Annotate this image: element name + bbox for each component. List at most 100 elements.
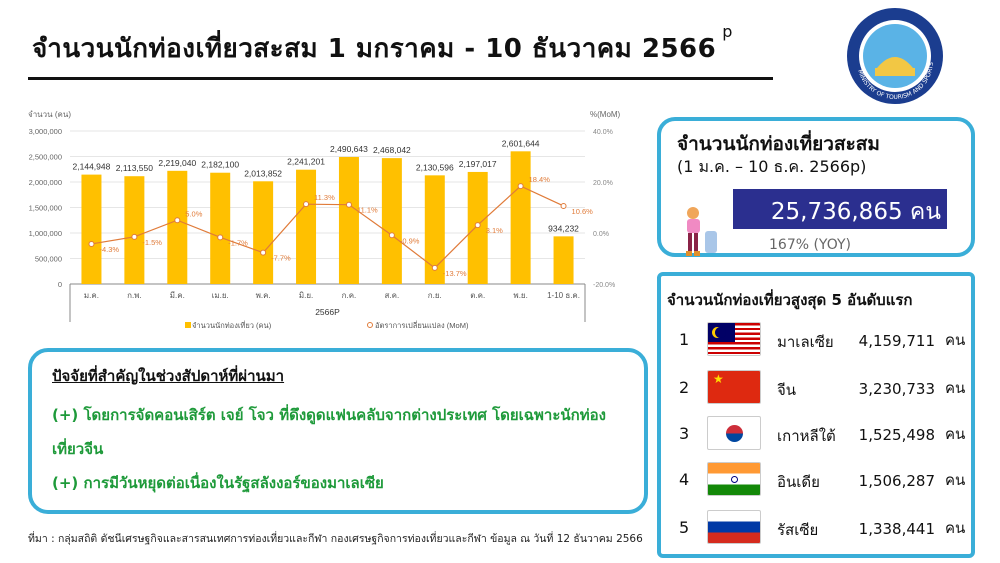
- rank: 2: [679, 378, 690, 397]
- bar: [253, 181, 274, 284]
- factors-panel: ปัจจัยที่สำคัญในช่วงสัปดาห์ที่ผ่านมา (+)…: [28, 348, 648, 514]
- y-tick-label: 0: [58, 280, 62, 289]
- title-underline: [28, 77, 773, 80]
- mom-label: 11.3%: [314, 193, 335, 202]
- unit: คน: [945, 379, 966, 397]
- bar: [296, 169, 317, 284]
- x-tick-label: ก.ค.: [342, 291, 357, 300]
- x-tick-label: ก.พ.: [127, 291, 142, 300]
- mom-point: [217, 234, 224, 241]
- mom-point: [388, 232, 395, 239]
- bar: [338, 156, 359, 284]
- mom-point: [88, 240, 95, 247]
- unit: คน: [945, 425, 966, 443]
- country-value: 1,525,498: [858, 426, 935, 444]
- bar-value-label: 2,013,852: [244, 168, 282, 178]
- x-tick-label: ต.ค.: [470, 291, 485, 300]
- china-flag-icon: ★: [707, 370, 761, 404]
- bar: [510, 151, 531, 284]
- y-tick-label: 500,000: [35, 255, 62, 264]
- cumulative-panel: จำนวนนักท่องเที่ยวสะสม (1 ม.ค. – 10 ธ.ค.…: [657, 117, 975, 257]
- country-value: 1,338,441: [858, 520, 935, 538]
- mom-point: [474, 222, 481, 229]
- bar-value-label: 2,219,040: [158, 158, 196, 168]
- bar-value-label: 2,490,643: [330, 144, 368, 154]
- country-name: มาเลเซีย: [777, 333, 834, 351]
- title-superscript: p: [722, 22, 733, 42]
- bar: [553, 236, 574, 284]
- tourist-chart: 0 500,000 1,000,000 1,500,000 2,000,000 2,500…: [28, 110, 621, 330]
- country-name: รัสเซีย: [777, 521, 819, 539]
- bar-value-label: 2,113,550: [116, 163, 153, 173]
- x-tick-label: ส.ค.: [385, 291, 400, 300]
- bar: [381, 158, 402, 284]
- country-value: 1,506,287: [858, 472, 935, 490]
- country-row: 3 เกาหลีใต้ 1,525,498 คน: [661, 416, 971, 456]
- bar: [424, 175, 445, 284]
- bar-value-label: 2,241,201: [287, 157, 325, 167]
- rank: 5: [679, 518, 690, 537]
- mom-line: [91, 185, 564, 269]
- country-value: 4,159,711: [858, 332, 935, 350]
- title-text: จำนวนนักท่องเที่ยวสะสม 1 มกราคม - 10 ธัน…: [32, 34, 717, 64]
- y2-tick-label: 0.0%: [593, 231, 609, 238]
- mom-point: [345, 201, 352, 208]
- mom-point: [174, 217, 181, 224]
- mom-label: 11.1%: [357, 206, 378, 215]
- unit: คน: [945, 519, 966, 537]
- cumulative-title: จำนวนนักท่องเที่ยวสะสม: [677, 133, 880, 155]
- mom-point: [517, 183, 524, 190]
- mom-label: -1.5%: [142, 238, 162, 247]
- unit: คน: [945, 471, 966, 489]
- page-title: จำนวนนักท่องเที่ยวสะสม 1 มกราคม - 10 ธัน…: [32, 22, 733, 69]
- country-name: จีน: [777, 381, 797, 399]
- legend-line-swatch: [367, 322, 373, 328]
- x-tick-label: เม.ย.: [212, 291, 229, 300]
- y-tick-label: 1,000,000: [29, 229, 62, 238]
- mom-label: -7.7%: [271, 254, 291, 263]
- cumulative-total: 25,736,865 คน: [733, 189, 947, 229]
- bar-value-label: 2,130,596: [416, 162, 454, 172]
- country-row: 2 ★ จีน 3,230,733 คน: [661, 370, 971, 410]
- bar-value-label: 934,232: [548, 223, 579, 233]
- cumulative-period: (1 ม.ค. – 10 ธ.ค. 2566p): [677, 157, 867, 176]
- bar-value-label: 2,468,042: [373, 145, 411, 155]
- country-row: 5 รัสเซีย 1,338,441 คน: [661, 510, 971, 550]
- mom-point: [560, 202, 567, 209]
- y2-tick-label: 20.0%: [593, 180, 613, 187]
- mom-label: 3.1%: [486, 226, 503, 235]
- x-tick-label: มิ.ย.: [299, 291, 313, 300]
- x-tick-label: ม.ค.: [84, 291, 99, 300]
- yoy-growth: 167% (YOY): [769, 237, 851, 253]
- y2-tick-label: -20.0%: [593, 282, 615, 289]
- country-row: 1 มาเลเซีย 4,159,711 คน: [661, 322, 971, 362]
- bar: [167, 170, 188, 284]
- bar-value-label: 2,182,100: [201, 160, 239, 170]
- source-note: ที่มา : กลุ่มสถิติ ดัชนีเศรษฐกิจและสารสน…: [28, 533, 643, 545]
- bar: [81, 174, 102, 284]
- legend-line-label: อัตราการเปลี่ยนแปลง (MoM): [375, 320, 469, 330]
- mom-label: -4.3%: [99, 245, 119, 254]
- mom-point: [303, 201, 310, 208]
- y-tick-label: 1,500,000: [29, 204, 62, 213]
- mom-label: 18.4%: [529, 175, 551, 184]
- mom-label: -1.7%: [228, 238, 248, 247]
- country-name: อินเดีย: [777, 473, 820, 491]
- top5-heading: จำนวนนักท่องเที่ยวสูงสุด 5 อันดับแรก: [667, 291, 913, 309]
- y-axis-label: จำนวน (คน): [28, 110, 71, 119]
- top5-panel: จำนวนนักท่องเที่ยวสูงสุด 5 อันดับแรก 1 ม…: [657, 272, 975, 558]
- bar-value-label: 2,601,644: [502, 138, 540, 148]
- country-row: 4 อินเดีย 1,506,287 คน: [661, 462, 971, 502]
- x-tick-label: 1-10 ธ.ค.: [547, 291, 580, 300]
- factor-item: (+) โดยการจัดคอนเสิร์ต เจย์ โจว ที่ดึงดู…: [52, 406, 606, 458]
- y2-axis-label: %(MoM): [590, 110, 621, 119]
- x-tick-label: มี.ค.: [170, 291, 185, 300]
- mom-label: 5.0%: [185, 209, 202, 218]
- factors-heading: ปัจจัยที่สำคัญในช่วงสัปดาห์ที่ผ่านมา: [52, 367, 285, 385]
- legend-bar-label: จำนวนนักท่องเที่ยว (คน): [192, 320, 272, 330]
- bar: [210, 172, 231, 284]
- country-name: เกาหลีใต้: [777, 427, 836, 445]
- x-axis-label: 2566P: [315, 307, 340, 317]
- x-tick-label: พ.ค.: [256, 291, 271, 300]
- x-tick-label: ก.ย.: [428, 291, 442, 300]
